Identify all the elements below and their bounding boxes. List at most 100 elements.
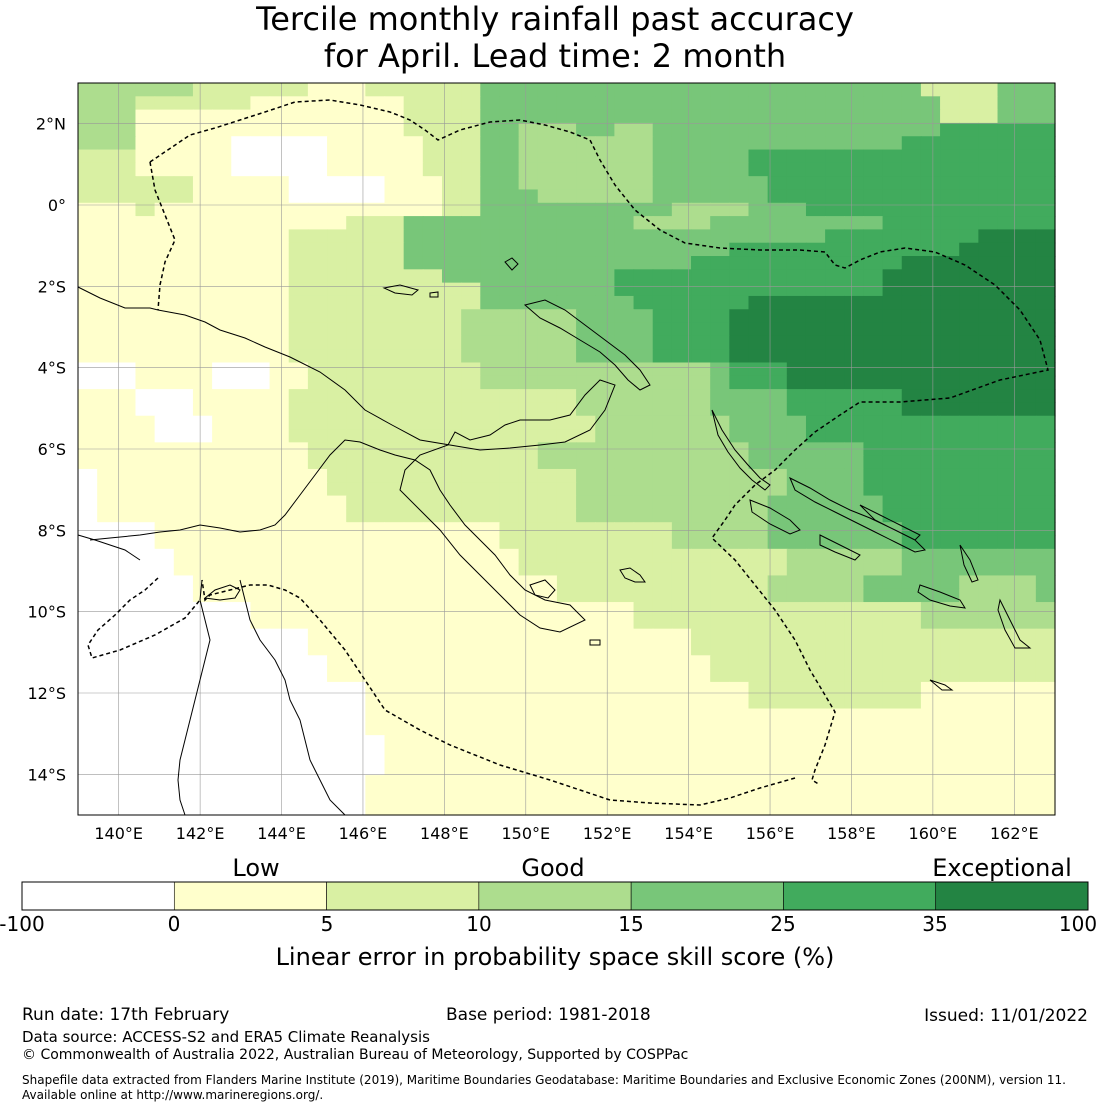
- skill-cell: [78, 468, 98, 483]
- skill-cell: [422, 189, 443, 204]
- skill-cell: [346, 641, 366, 656]
- skill-cell: [78, 429, 98, 443]
- skill-cell: [748, 282, 769, 297]
- skill-cell: [192, 362, 213, 377]
- skill-cell: [231, 202, 252, 217]
- skill-cell: [748, 455, 769, 470]
- skill-cell: [652, 109, 673, 124]
- skill-cell: [116, 641, 137, 656]
- skill-cell: [882, 349, 903, 364]
- skill-cell: [786, 628, 807, 643]
- skill-cell: [212, 548, 232, 563]
- skill-cell: [863, 269, 884, 284]
- skill-cell: [250, 695, 271, 710]
- skill-cell: [173, 282, 194, 297]
- skill-cell: [901, 548, 922, 563]
- skill-cell: [959, 575, 979, 590]
- skill-cell: [384, 735, 405, 750]
- skill-cell: [614, 83, 635, 97]
- skill-cell: [403, 615, 424, 630]
- skill-cell: [269, 575, 290, 590]
- skill-cell: [1016, 655, 1037, 670]
- skill-cell: [78, 176, 98, 191]
- skill-cell: [863, 375, 884, 390]
- skill-cell: [825, 162, 845, 177]
- skill-cell: [499, 681, 520, 696]
- skill-cell: [671, 788, 692, 803]
- skill-cell: [729, 442, 750, 457]
- skill-cell: [384, 482, 405, 497]
- skill-cell: [786, 575, 807, 590]
- skill-cell: [365, 775, 386, 789]
- skill-cell: [901, 602, 922, 616]
- skill-cell: [116, 495, 137, 510]
- skill-cell: [863, 628, 884, 643]
- skill-cell: [307, 562, 328, 577]
- skill-cell: [384, 122, 405, 137]
- skill-cell: [537, 269, 558, 284]
- skill-cell: [825, 575, 845, 590]
- skill-cell: [135, 562, 156, 577]
- skill-cell: [154, 335, 175, 350]
- skill-cell: [403, 522, 424, 537]
- skill-cell: [365, 415, 386, 430]
- skill-cell: [978, 429, 999, 443]
- skill-cell: [1035, 801, 1056, 816]
- skill-cell: [652, 335, 673, 350]
- skill-cell: [633, 309, 654, 324]
- skill-cell: [863, 309, 884, 324]
- skill-cell: [499, 562, 520, 577]
- skill-cell: [384, 695, 405, 710]
- skill-cell: [250, 641, 271, 656]
- skill-cell: [691, 602, 711, 616]
- skill-cell: [729, 189, 750, 204]
- skill-cell: [576, 748, 596, 763]
- skill-cell: [729, 162, 750, 177]
- skill-cell: [614, 508, 635, 523]
- skill-cell: [269, 242, 290, 257]
- skill-cell: [384, 83, 405, 97]
- skill-cell: [499, 522, 520, 537]
- skill-cell: [576, 655, 596, 670]
- skill-cell: [154, 136, 175, 151]
- skill-cell: [212, 269, 232, 284]
- skill-cell: [576, 362, 596, 377]
- skill-cell: [767, 508, 788, 523]
- skill-cell: [863, 362, 884, 377]
- skill-cell: [1035, 136, 1056, 151]
- skill-cell: [499, 429, 520, 443]
- skill-cell: [844, 602, 865, 616]
- skill-cell: [595, 375, 615, 390]
- skill-cell: [576, 202, 596, 217]
- skill-cell: [192, 389, 213, 404]
- skill-cell: [422, 788, 443, 803]
- skill-cell: [1016, 482, 1037, 497]
- skill-cell: [1016, 149, 1037, 164]
- skill-cell: [748, 575, 769, 590]
- skill-cell: [346, 522, 366, 537]
- skill-cell: [212, 96, 232, 111]
- skill-cell: [786, 588, 807, 603]
- skill-cell: [480, 362, 501, 377]
- skill-cell: [748, 322, 769, 337]
- skill-cell: [691, 681, 711, 696]
- skill-cell: [269, 482, 290, 497]
- skill-cell: [576, 349, 596, 364]
- skill-cell: [633, 136, 654, 151]
- skill-cell: [250, 389, 271, 404]
- skill-cell: [173, 109, 194, 124]
- skill-cell: [384, 641, 405, 656]
- skill-cell: [576, 282, 596, 297]
- skill-cell: [652, 788, 673, 803]
- skill-cell: [729, 775, 750, 789]
- skill-cell: [307, 242, 328, 257]
- skill-cell: [1016, 402, 1037, 417]
- skill-cell: [978, 482, 999, 497]
- skill-cell: [844, 269, 865, 284]
- skill-cell: [327, 362, 347, 377]
- skill-cell: [595, 482, 615, 497]
- skill-cell: [97, 575, 117, 590]
- skill-cell: [480, 455, 501, 470]
- skill-cell: [365, 708, 386, 723]
- skill-cell: [805, 362, 826, 377]
